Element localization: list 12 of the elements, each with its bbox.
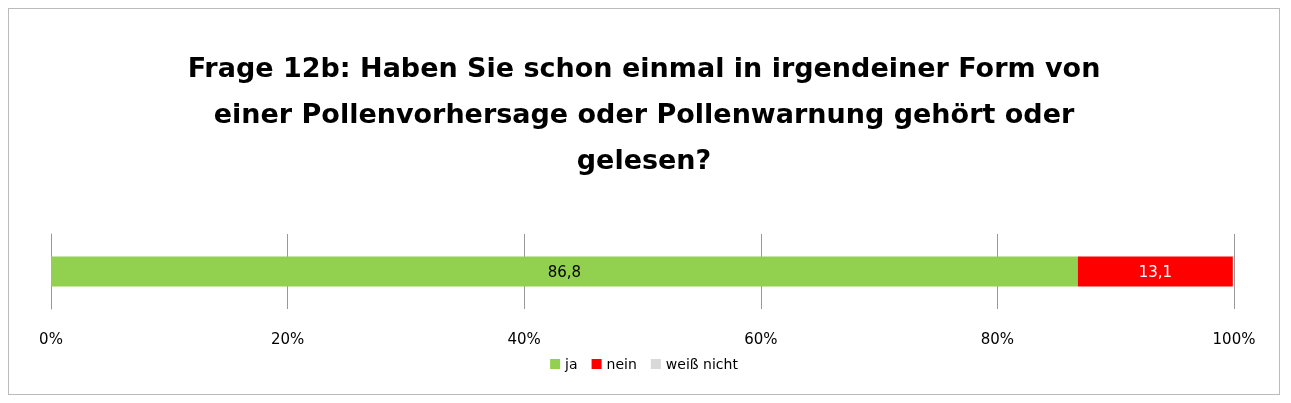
legend-label: weiß nicht: [665, 356, 739, 372]
x-tick-label: 60%: [744, 329, 778, 348]
x-tick-label: 20%: [270, 329, 305, 348]
chart-title: Frage 12b: Haben Sie schon einmal in irgendeiner Form von einer Pollenvorhersage oder Pollenwarnung gehört oder gelesen?: [187, 51, 1101, 175]
legend-label: nein: [606, 356, 637, 372]
x-tick-label: 80%: [980, 329, 1015, 348]
x-tick-label: 100%: [1212, 329, 1256, 348]
legend-label: ja: [564, 356, 578, 372]
x-tick-label: 40%: [507, 329, 541, 348]
data-label: 86,8: [547, 262, 582, 281]
x-tick-label: 0%: [39, 329, 63, 348]
data-label: 13,1: [1138, 262, 1173, 281]
